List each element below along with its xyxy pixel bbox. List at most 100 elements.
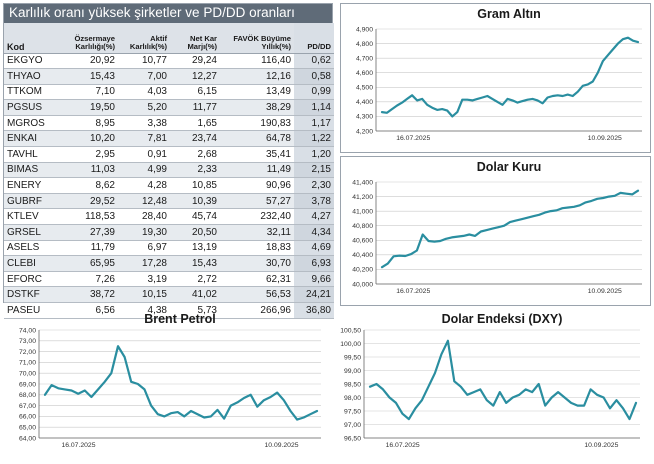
table-row: KTLEV 118,53 28,40 45,74 232,40 4,27 [4, 208, 334, 226]
series-line [43, 345, 319, 421]
table-cell: 2,30 [294, 177, 334, 194]
chart-frame [340, 156, 651, 306]
y-tick-label: 70,00 [19, 371, 36, 378]
x-tick-label: 10.09.2025 [588, 288, 622, 295]
table-cell: 19,30 [118, 224, 170, 241]
table-cell: 2,15 [294, 162, 334, 179]
stock-code-cell: EKGYO [4, 53, 62, 70]
table-cell: 41,02 [170, 286, 220, 303]
stock-code-cell: TTKOM [4, 84, 62, 101]
table-cell: 15,43 [62, 68, 118, 85]
table-cell: 27,39 [62, 224, 118, 241]
profitability-table-panel: Karlılık oranı yüksek şirketler ve PD/DD… [3, 3, 334, 319]
gold-chart-panel: Gram Altın 4,200 4,300 4,400 4,500 4,600 4,700… [340, 3, 651, 153]
y-tick-label: 72,00 [19, 349, 36, 356]
y-tick-label: 4,500 [356, 85, 373, 92]
table-cell: 8,62 [62, 177, 118, 194]
table-cell: 1,65 [170, 115, 220, 132]
table-cell: 64,78 [220, 130, 294, 148]
table-cell: 1,22 [294, 130, 334, 148]
table-cell: 20,92 [62, 53, 118, 70]
table-cell: 6,56 [62, 302, 118, 319]
table-cell: 90,96 [220, 177, 294, 194]
table-cell: 24,21 [294, 286, 334, 303]
table-cell: 0,58 [294, 68, 334, 85]
series-line [368, 339, 638, 421]
y-tick-label: 4,900 [356, 26, 373, 33]
table-row: DSTKF 38,72 10,15 41,02 56,53 24,21 [4, 286, 334, 303]
chart-title: Dolar Endeksi (DXY) [442, 312, 563, 326]
column-header: FAVÖK Büyüme Yıllık(%) [220, 23, 294, 54]
brent-chart: Brent Petrol 64,00 65,00 66,00 67,00 68,00 69,… [19, 312, 321, 449]
y-tick-label: 98,50 [344, 381, 361, 388]
table-cell: 2,68 [170, 146, 220, 163]
y-tick-label: 40,200 [352, 267, 373, 274]
table-row: GRSEL 27,39 19,30 20,50 32,11 4,34 [4, 224, 334, 241]
table-cell: 10,85 [170, 177, 220, 194]
table-row: EFORC 7,26 3,19 2,72 62,31 9,66 [4, 271, 334, 288]
series-line [380, 36, 640, 118]
table-cell: 10,39 [170, 193, 220, 210]
table-cell: 19,50 [62, 99, 118, 116]
table-row: ENKAI 10,20 7,81 23,74 64,78 1,22 [4, 130, 334, 148]
table-cell: 0,62 [294, 53, 334, 70]
column-header: Özsermaye Karlılığı(%) [62, 23, 118, 54]
y-tick-label: 71,00 [19, 360, 36, 367]
table-cell: 0,99 [294, 84, 334, 101]
series-line [380, 189, 640, 269]
column-header: Aktif Karlılık(%) [118, 23, 170, 54]
table-cell: 62,31 [220, 271, 294, 288]
y-tick-label: 4,300 [356, 114, 373, 121]
chart-frame [340, 3, 651, 153]
table-row: PASEU 6,56 4,38 5,73 266,96 36,80 [4, 302, 334, 319]
y-tick-label: 40,000 [352, 281, 373, 288]
y-tick-label: 64,00 [19, 435, 36, 442]
y-tick-label: 99,50 [344, 354, 361, 361]
table-cell: 6,93 [294, 255, 334, 272]
column-header: PD/DD [294, 23, 334, 54]
table-row: BIMAS 11,03 4,99 2,33 11,49 2,15 [4, 162, 334, 179]
y-tick-label: 65,00 [19, 425, 36, 432]
stock-code-cell: TAVHL [4, 146, 62, 163]
y-tick-label: 74,00 [19, 327, 36, 334]
table-cell: 3,19 [118, 271, 170, 288]
table-cell: 8,95 [62, 115, 118, 132]
table-cell: 45,74 [170, 208, 220, 226]
table-cell: 3,38 [118, 115, 170, 132]
table-cell: 29,24 [170, 53, 220, 70]
table-cell: 18,83 [220, 240, 294, 257]
stock-code-cell: MGROS [4, 115, 62, 132]
table-cell: 13,49 [220, 84, 294, 101]
table-cell: 38,29 [220, 99, 294, 116]
y-tick-label: 66,00 [19, 414, 36, 421]
stock-code-cell: ENERY [4, 177, 62, 194]
stock-code-cell: DSTKF [4, 286, 62, 303]
table-row: TTKOM 7,10 4,03 6,15 13,49 0,99 [4, 84, 334, 101]
table-cell: 17,28 [118, 255, 170, 272]
chart-title: Dolar Kuru [477, 160, 542, 174]
table-cell: 11,77 [170, 99, 220, 116]
table-header-row: Kod Özsermaye Karlılığı(%) Aktif Karlılık(… [4, 23, 334, 54]
table-cell: 57,27 [220, 193, 294, 210]
brent-chart-panel: Brent Petrol 64,00 65,00 66,00 67,00 68,00 69,… [3, 308, 325, 462]
stock-code-cell: CLEBI [4, 255, 62, 272]
table-cell: 7,81 [118, 130, 170, 148]
table-cell: 12,48 [118, 193, 170, 210]
table-row: ASELS 11,79 6,97 13,19 18,83 4,69 [4, 240, 334, 257]
table-row: CLEBI 65,95 17,28 15,43 30,70 6,93 [4, 255, 334, 272]
y-tick-label: 40,800 [352, 223, 373, 230]
table-cell: 65,95 [62, 255, 118, 272]
y-tick-label: 40,400 [352, 252, 373, 259]
chart-title: Brent Petrol [144, 312, 216, 326]
table-cell: 12,16 [220, 68, 294, 85]
usd-chart-panel: Dolar Kuru 40,000 40,200 40,400 40,600 40,800… [340, 156, 651, 306]
x-tick-label: 16.07.2025 [396, 135, 430, 142]
x-tick-label: 16.07.2025 [61, 442, 95, 449]
usd-chart: Dolar Kuru 40,000 40,200 40,400 40,600 40,800… [340, 156, 651, 306]
table-cell: 6,15 [170, 84, 220, 101]
x-tick-label: 16.07.2025 [396, 288, 430, 295]
y-tick-label: 4,400 [356, 99, 373, 106]
table-cell: 10,15 [118, 286, 170, 303]
table-cell: 9,66 [294, 271, 334, 288]
table-cell: 4,27 [294, 208, 334, 226]
